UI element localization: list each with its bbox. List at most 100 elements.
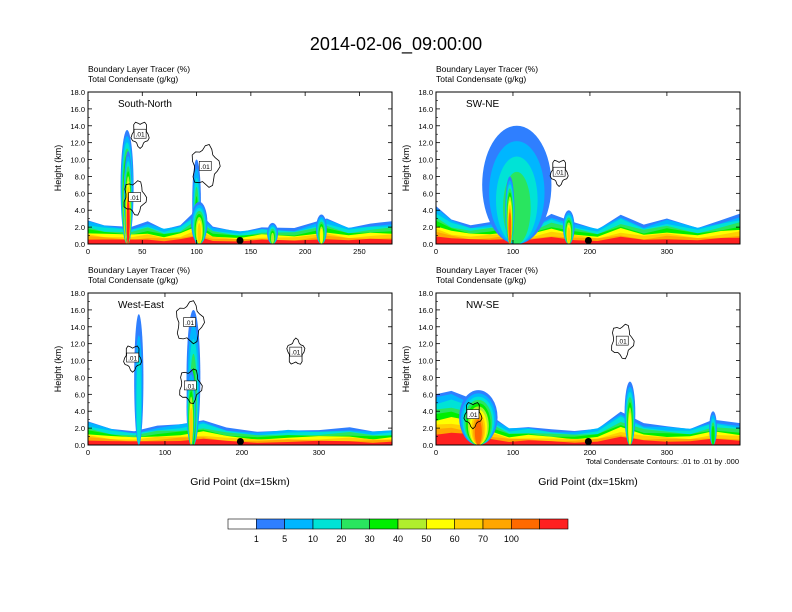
- location-marker: [236, 237, 244, 244]
- colorbar-legend: 1 5 10 20 30 40 50 60 70 100: [227, 518, 569, 544]
- chart-panel-top-right: .01 0.0 2.0 4.0 6.0 8.0 10.0 12.0 14.0 16.0 18.0 0 1…: [401, 64, 741, 256]
- contour-label: .01: [555, 170, 564, 177]
- condensate-contour: [611, 323, 635, 360]
- colorbar-label: 5: [282, 534, 287, 544]
- panel-subtitle: Total Condensate (g/kg): [88, 275, 178, 285]
- tracer-column-level: [126, 201, 130, 244]
- condensate-contour: [123, 345, 143, 373]
- condensate-contour: [463, 402, 483, 430]
- y-tick-label: 4.0: [423, 407, 433, 416]
- contour-label: .01: [185, 320, 194, 327]
- colorbar-label: 60: [450, 534, 460, 544]
- panel-subtitle: Boundary Layer Tracer (%): [436, 265, 538, 275]
- colorbar-label: 1: [254, 534, 259, 544]
- y-tick-label: 16.0: [70, 306, 85, 315]
- contour-label-box: [552, 166, 566, 177]
- y-tick-label: 10.0: [418, 156, 433, 165]
- colorbar-box: [227, 518, 257, 530]
- y-tick-label: 2.0: [423, 223, 433, 232]
- y-tick-label: 14.0: [70, 323, 85, 332]
- colorbar-label: 50: [421, 534, 431, 544]
- contour-label: .01: [128, 356, 137, 363]
- contour-label-box: [126, 352, 139, 363]
- x-tick-label: 0: [86, 448, 90, 457]
- condensate-contour: [179, 368, 203, 404]
- y-tick-label: 12.0: [70, 139, 85, 148]
- y-tick-label: 4.0: [423, 206, 433, 215]
- colorbar-box: [312, 518, 342, 530]
- y-tick-label: 2.0: [75, 223, 85, 232]
- tracer-column-level: [628, 412, 632, 445]
- location-marker: [236, 438, 244, 445]
- y-tick-label: 4.0: [75, 206, 85, 215]
- x-tick-label: 250: [353, 247, 366, 256]
- y-tick-label: 14.0: [70, 122, 85, 131]
- y-axis-label: Height (km): [53, 145, 63, 192]
- y-tick-label: 2.0: [423, 424, 433, 433]
- panel-title: NW-SE: [466, 300, 499, 311]
- plot-area: .01: [436, 125, 740, 244]
- plot-area: .01 .01 .01 .01: [88, 300, 392, 445]
- panel-subtitle: Boundary Layer Tracer (%): [88, 265, 190, 275]
- x-axis-label: Grid Point (dx=15km): [190, 476, 290, 488]
- y-tick-label: 10.0: [70, 156, 85, 165]
- tracer-column-level: [474, 419, 482, 445]
- y-tick-label: 18.0: [418, 289, 433, 298]
- contour-label-box: [289, 346, 303, 357]
- tracer-band-level: [436, 427, 740, 445]
- x-tick-label: 0: [434, 247, 438, 256]
- colorbar-label: 10: [308, 534, 318, 544]
- y-tick-label: 6.0: [75, 390, 85, 399]
- panels: .01 .01 .01 0.0 2.0 4.0 6.0 8.0 10.0 12.0 14.0 16.0…: [53, 64, 741, 488]
- y-tick-label: 0.0: [423, 441, 433, 450]
- contour-label: .01: [136, 132, 145, 139]
- x-tick-label: 300: [313, 448, 326, 457]
- tracer-column-level: [508, 212, 512, 244]
- figure-title: 2014-02-06_09:00:00: [310, 34, 482, 55]
- y-tick-label: 16.0: [418, 105, 433, 114]
- tracer-band-level: [88, 236, 392, 244]
- colorbar-box: [426, 518, 455, 530]
- y-tick-label: 2.0: [75, 424, 85, 433]
- condensate-contour: [130, 121, 150, 149]
- x-tick-label: 50: [138, 247, 146, 256]
- colorbar-box: [284, 518, 314, 530]
- location-marker: [584, 237, 592, 244]
- colorbar-box: [454, 518, 484, 530]
- colorbar-label: 70: [478, 534, 488, 544]
- tracer-column-level: [197, 223, 202, 244]
- x-tick-label: 200: [236, 448, 249, 457]
- panel-title: SW-NE: [466, 99, 499, 110]
- colorbar-box: [369, 518, 399, 530]
- tracer-column-level: [136, 356, 142, 445]
- contour-label-box: [615, 335, 629, 346]
- plot-frame: [435, 91, 741, 245]
- condensate-contour: [176, 300, 205, 345]
- plot-frame: [87, 91, 393, 245]
- y-tick-label: 16.0: [418, 306, 433, 315]
- colorbar-box: [511, 518, 540, 530]
- colorbar-label: 100: [504, 534, 519, 544]
- y-tick-label: 6.0: [75, 189, 85, 198]
- tracer-band-level: [436, 411, 740, 445]
- y-tick-label: 8.0: [423, 373, 433, 382]
- panel-subtitle: Boundary Layer Tracer (%): [88, 64, 190, 74]
- colorbar-label: 30: [365, 534, 375, 544]
- y-tick-label: 8.0: [423, 172, 433, 181]
- y-tick-label: 16.0: [70, 105, 85, 114]
- tracer-column-level: [189, 407, 193, 445]
- colorbar-box: [341, 518, 370, 530]
- x-tick-label: 150: [245, 247, 258, 256]
- x-tick-label: 0: [86, 247, 90, 256]
- y-tick-label: 14.0: [418, 323, 433, 332]
- condensate-contour: [286, 337, 306, 365]
- chart-panel-top-left: .01 .01 .01 0.0 2.0 4.0 6.0 8.0 10.0 12.0 14.0 16.0…: [53, 64, 393, 256]
- panel-title: West-East: [118, 300, 164, 311]
- x-tick-label: 100: [190, 247, 203, 256]
- y-axis-label: Height (km): [401, 346, 411, 393]
- y-axis-label: Height (km): [401, 145, 411, 192]
- contour-label-box: [184, 380, 197, 391]
- colorbar-box: [397, 518, 427, 530]
- contour-label: .01: [618, 339, 627, 346]
- plot-frame: [87, 292, 393, 446]
